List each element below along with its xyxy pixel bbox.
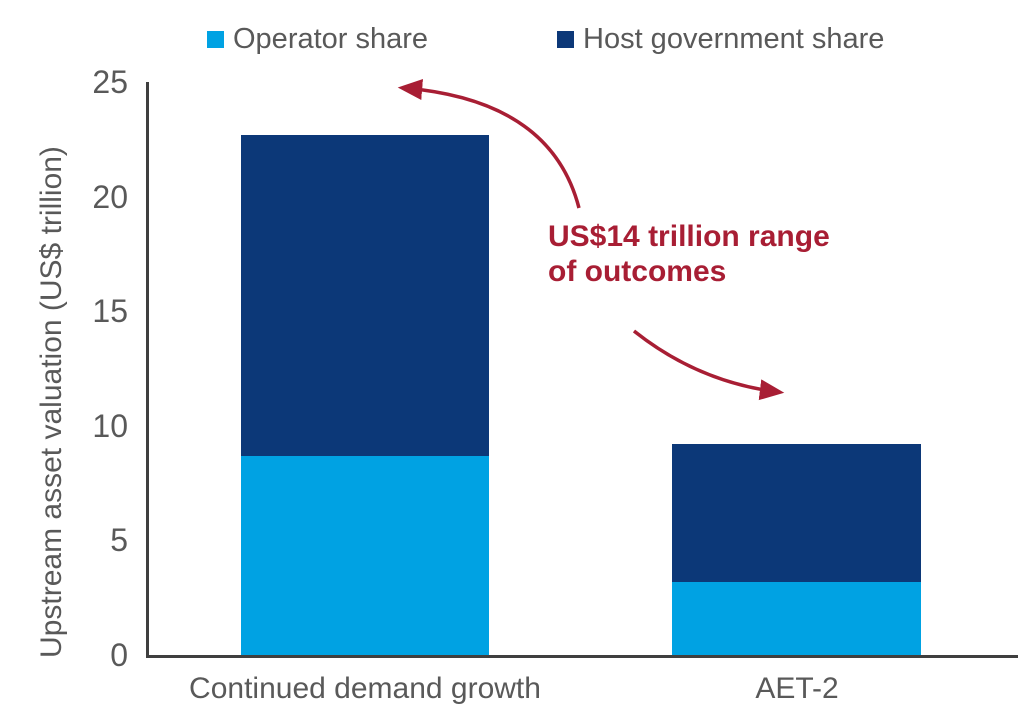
range-annotation: US$14 trillion range of outcomes <box>548 219 830 289</box>
y-tick-label-15: 15 <box>92 293 128 330</box>
plot-area <box>146 82 1018 658</box>
range-annotation-line1: US$14 trillion range <box>548 220 830 253</box>
bar-segment-host-government-share <box>241 134 489 456</box>
bar-continued-demand-growth <box>241 134 489 655</box>
y-tick-label-5: 5 <box>110 522 128 559</box>
bar-segment-operator-share <box>241 455 489 655</box>
y-tick-label-10: 10 <box>92 407 128 444</box>
legend-label-host-government-share: Host government share <box>583 23 885 55</box>
x-category-label-continued-demand-growth: Continued demand growth <box>189 672 541 705</box>
legend-label-operator-share: Operator share <box>233 23 429 55</box>
bar-aet-2 <box>672 444 921 655</box>
legend-swatch-host-government-icon <box>557 30 574 48</box>
legend-item-operator-share: Operator share <box>207 22 428 56</box>
y-axis-tick-labels: 25 20 15 10 5 0 <box>0 0 128 722</box>
y-tick-label-25: 25 <box>92 64 128 100</box>
range-annotation-line2: of outcomes <box>548 255 727 288</box>
legend-swatch-operator-icon <box>207 30 224 48</box>
y-tick-label-0: 0 <box>110 637 128 673</box>
x-category-label-aet-2: AET-2 <box>755 672 839 705</box>
legend-item-host-government-share: Host government share <box>557 22 884 56</box>
bar-segment-host-government-share <box>672 444 921 582</box>
y-tick-label-20: 20 <box>92 178 128 215</box>
bar-segment-operator-share <box>672 581 921 655</box>
